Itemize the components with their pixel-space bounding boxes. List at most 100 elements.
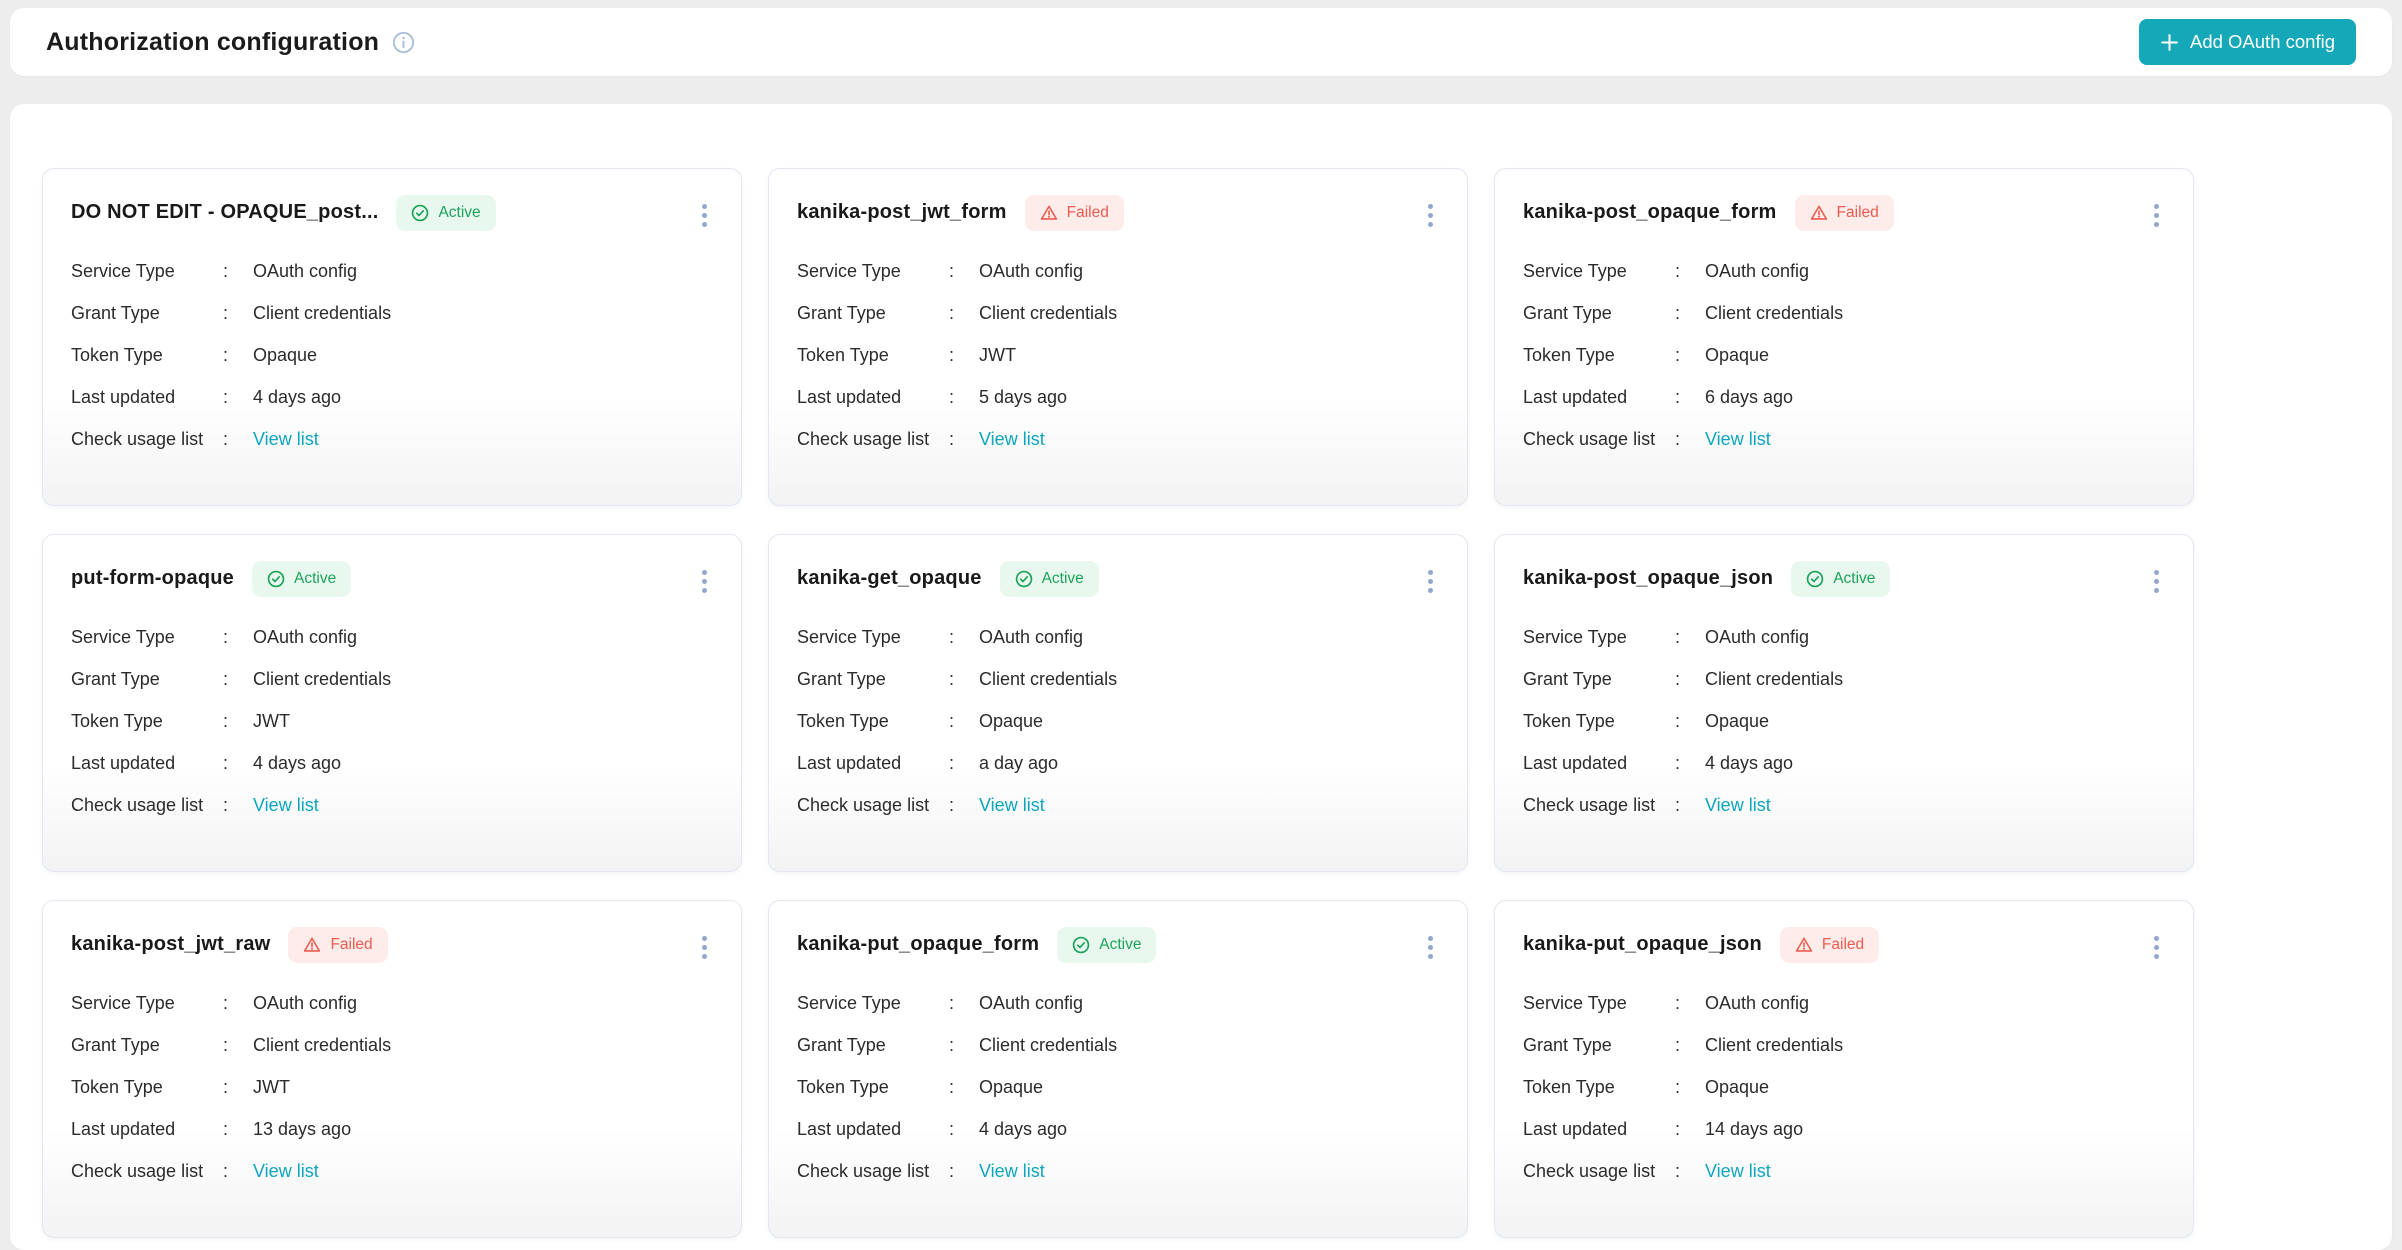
- last-updated-value: 4 days ago: [1705, 753, 1794, 773]
- service-type-value: OAuth config: [253, 627, 358, 647]
- grant-type-value: Client credentials: [1705, 303, 1844, 323]
- grant-type-label: Grant Type: [71, 1035, 160, 1055]
- view-list-link[interactable]: View list: [979, 1161, 1045, 1181]
- oauth-config-card: DO NOT EDIT - OPAQUE_post... Active: [42, 168, 742, 506]
- warning-triangle-icon: [1040, 204, 1058, 222]
- last-updated-label: Last updated: [1523, 387, 1628, 407]
- last-updated-row: Last updated : 4 days ago: [71, 387, 342, 407]
- check-usage-label: Check usage list: [71, 1161, 204, 1181]
- warning-triangle-icon: [303, 936, 321, 954]
- card-header: kanika-post_opaque_json Active: [1523, 559, 2165, 598]
- token-type-row: Token Type : Opaque: [1523, 345, 1770, 365]
- oauth-config-card: kanika-post_opaque_json Active: [1494, 534, 2194, 872]
- check-usage-label: Check usage list: [797, 1161, 930, 1181]
- token-type-value: Opaque: [1705, 1077, 1770, 1097]
- grant-type-value: Client credentials: [979, 669, 1118, 689]
- kebab-menu-icon[interactable]: [2148, 565, 2165, 598]
- last-updated-label: Last updated: [71, 753, 176, 773]
- token-type-label: Token Type: [797, 1077, 889, 1097]
- last-updated-label: Last updated: [797, 387, 902, 407]
- page-header: Authorization configuration Add OAuth co…: [10, 8, 2392, 76]
- status-badge: Failed: [288, 926, 388, 963]
- kebab-menu-icon[interactable]: [1422, 565, 1439, 598]
- service-type-row: Service Type : OAuth config: [1523, 627, 1810, 647]
- plus-icon: [2160, 33, 2179, 52]
- oauth-config-card: kanika-post_jwt_raw Failed: [42, 900, 742, 1238]
- grant-type-label: Grant Type: [797, 1035, 886, 1055]
- token-type-value: Opaque: [1705, 345, 1770, 365]
- card-header: kanika-get_opaque Active: [797, 559, 1439, 598]
- last-updated-value: 4 days ago: [253, 753, 342, 773]
- view-list-link[interactable]: View list: [979, 795, 1045, 815]
- check-usage-label: Check usage list: [797, 795, 930, 815]
- view-list-link[interactable]: View list: [1705, 429, 1771, 449]
- oauth-config-card: kanika-post_opaque_form Failed: [1494, 168, 2194, 506]
- service-type-row: Service Type : OAuth config: [1523, 261, 1810, 281]
- status-label: Active: [1099, 935, 1142, 953]
- config-name: kanika-post_jwt_form: [797, 201, 1007, 223]
- check-circle-icon: [1015, 570, 1033, 588]
- status-badge: Failed: [1779, 926, 1880, 963]
- view-list-link[interactable]: View list: [253, 429, 319, 449]
- check-circle-icon: [1806, 570, 1824, 588]
- view-list-link[interactable]: View list: [979, 429, 1045, 449]
- token-type-row: Token Type : Opaque: [797, 1077, 1044, 1097]
- grant-type-value: Client credentials: [253, 1035, 392, 1055]
- config-name: DO NOT EDIT - OPAQUE_post...: [71, 201, 379, 223]
- service-type-label: Service Type: [797, 993, 901, 1013]
- last-updated-row: Last updated : a day ago: [797, 753, 1059, 773]
- kebab-menu-icon[interactable]: [696, 931, 713, 964]
- service-type-value: OAuth config: [979, 627, 1084, 647]
- last-updated-value: 5 days ago: [979, 387, 1068, 407]
- token-type-label: Token Type: [797, 345, 889, 365]
- view-list-link[interactable]: View list: [1705, 795, 1771, 815]
- kebab-menu-icon[interactable]: [2148, 931, 2165, 964]
- oauth-config-card: kanika-put_opaque_form Active: [768, 900, 1468, 1238]
- grant-type-row: Grant Type : Client credentials: [1523, 303, 1844, 323]
- status-label: Failed: [330, 935, 373, 953]
- token-type-label: Token Type: [71, 711, 163, 731]
- check-usage-label: Check usage list: [1523, 1161, 1656, 1181]
- card-details: Service Type : OAuth config Grant Type :…: [797, 262, 1439, 448]
- service-type-row: Service Type : OAuth config: [797, 261, 1084, 281]
- service-type-value: OAuth config: [979, 261, 1084, 281]
- token-type-value: Opaque: [979, 711, 1044, 731]
- last-updated-label: Last updated: [797, 1119, 902, 1139]
- grant-type-row: Grant Type : Client credentials: [797, 303, 1118, 323]
- token-type-label: Token Type: [797, 711, 889, 731]
- token-type-row: Token Type : JWT: [71, 1077, 290, 1097]
- check-usage-label: Check usage list: [71, 429, 204, 449]
- token-type-value: JWT: [253, 711, 290, 731]
- status-label: Active: [1041, 569, 1084, 587]
- kebab-menu-icon[interactable]: [2148, 199, 2165, 232]
- service-type-label: Service Type: [1523, 627, 1627, 647]
- config-name: kanika-get_opaque: [797, 567, 982, 589]
- grant-type-value: Client credentials: [979, 1035, 1118, 1055]
- info-icon[interactable]: [392, 31, 415, 54]
- kebab-menu-icon[interactable]: [696, 199, 713, 232]
- check-usage-label: Check usage list: [71, 795, 204, 815]
- grant-type-row: Grant Type : Client credentials: [797, 1035, 1118, 1055]
- kebab-menu-icon[interactable]: [696, 565, 713, 598]
- add-oauth-config-label: Add OAuth config: [2189, 31, 2335, 52]
- last-updated-value: 6 days ago: [1705, 387, 1794, 407]
- token-type-row: Token Type : Opaque: [797, 711, 1044, 731]
- last-updated-label: Last updated: [1523, 1119, 1628, 1139]
- status-label: Active: [438, 203, 481, 221]
- token-type-label: Token Type: [1523, 711, 1615, 731]
- service-type-value: OAuth config: [979, 993, 1084, 1013]
- view-list-link[interactable]: View list: [253, 795, 319, 815]
- card-details: Service Type : OAuth config Grant Type :…: [71, 994, 713, 1180]
- kebab-menu-icon[interactable]: [1422, 199, 1439, 232]
- grant-type-value: Client credentials: [979, 303, 1118, 323]
- token-type-row: Token Type : Opaque: [1523, 1077, 1770, 1097]
- token-type-value: JWT: [979, 345, 1016, 365]
- view-list-link[interactable]: View list: [253, 1161, 319, 1181]
- check-usage-row: Check usage list : View list: [1523, 1161, 1771, 1181]
- add-oauth-config-button[interactable]: Add OAuth config: [2138, 19, 2356, 65]
- kebab-menu-icon[interactable]: [1422, 931, 1439, 964]
- last-updated-value: 14 days ago: [1705, 1119, 1804, 1139]
- card-header: kanika-put_opaque_json Failed: [1523, 925, 2165, 964]
- view-list-link[interactable]: View list: [1705, 1161, 1771, 1181]
- last-updated-label: Last updated: [71, 1119, 176, 1139]
